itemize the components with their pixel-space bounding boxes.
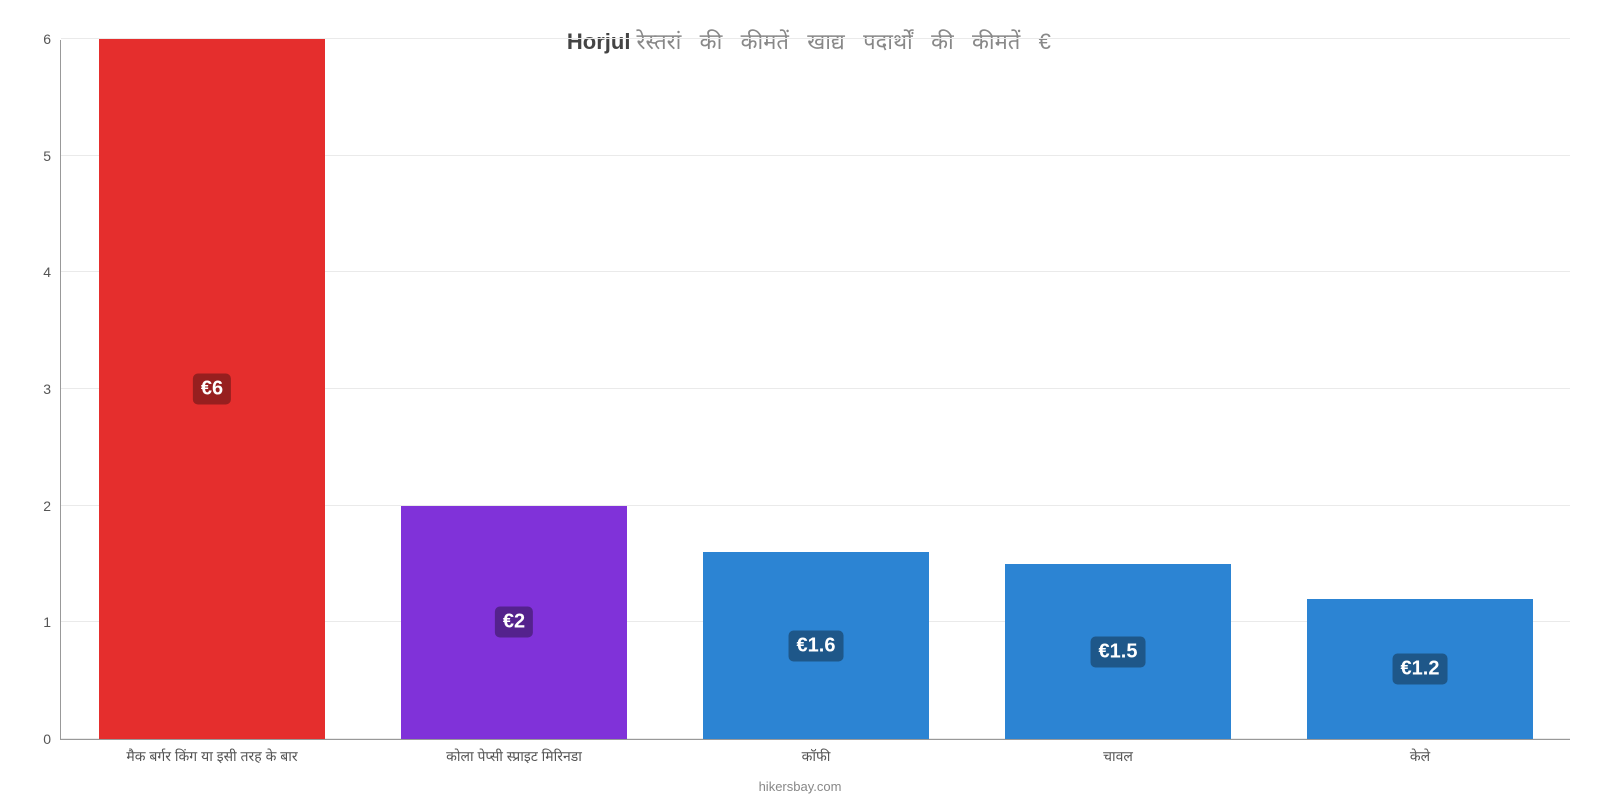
x-axis-label: कोला पेप्सी स्प्राइट मिरिनडा [446,739,582,766]
y-tick-label: 1 [43,614,61,630]
y-tick-label: 0 [43,731,61,747]
bar: €2 [401,506,628,739]
plot-area: 0123456€6मैक बर्गर किंग या इसी तरह के बा… [60,40,1570,740]
y-tick-label: 3 [43,381,61,397]
y-tick-label: 5 [43,148,61,164]
y-tick-label: 4 [43,264,61,280]
price-bar-chart: Horjul रेस्तरां की कीमतें खाद्य पदार्थों… [0,0,1600,800]
bar: €1.6 [703,552,930,739]
bar: €1.5 [1005,564,1232,739]
x-axis-label: कॉफी [802,739,831,766]
bar: €1.2 [1307,599,1534,739]
x-axis-label: चावल [1103,739,1133,766]
bar: €6 [99,39,326,739]
chart-caption: hikersbay.com [0,779,1600,794]
bar-value-label: €1.5 [1091,636,1146,667]
y-tick-label: 2 [43,498,61,514]
x-axis-label: केले [1410,739,1430,766]
bar-value-label: €1.6 [789,630,844,661]
bar-value-label: €2 [495,607,533,638]
x-axis-label: मैक बर्गर किंग या इसी तरह के बार [126,739,297,766]
bar-value-label: €1.2 [1393,654,1448,685]
y-tick-label: 6 [43,31,61,47]
bar-value-label: €6 [193,374,231,405]
